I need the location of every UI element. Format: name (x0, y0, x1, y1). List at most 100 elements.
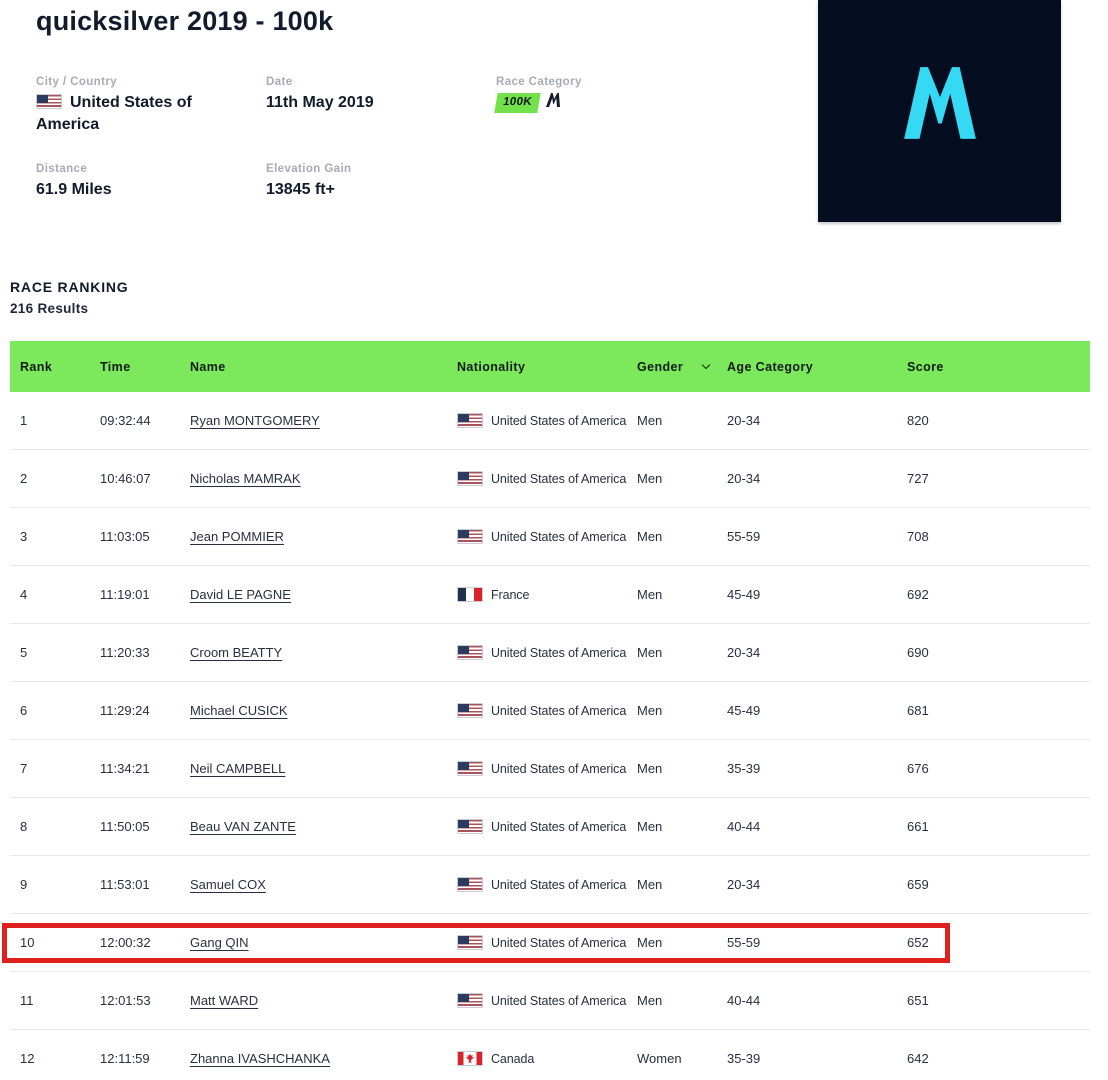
gender-cell: Men (637, 645, 663, 660)
table-header: Rank Time Name Nationality Gender Age Ca… (10, 341, 1090, 392)
rank-cell: 9 (20, 877, 28, 892)
usa-flag-icon (457, 703, 483, 718)
table-row: 4 11:19:01 David LE PAGNE France Men 45-… (10, 566, 1090, 624)
runner-name-link[interactable]: Matt WARD (190, 993, 259, 1008)
runner-name-link[interactable]: Jean POMMIER (190, 529, 284, 544)
results-count: 216 Results (10, 301, 89, 316)
usa-flag-icon (457, 819, 483, 834)
nationality-label: United States of America (491, 819, 627, 834)
info-race-category: Race Category 100K (494, 76, 711, 114)
gender-cell: Women (637, 1051, 682, 1066)
age-category-cell: 35-39 (727, 761, 761, 776)
column-header-score: Score (907, 359, 944, 374)
gender-cell: Men (637, 413, 663, 428)
rank-cell: 12 (20, 1051, 35, 1066)
usa-flag-icon (457, 761, 483, 776)
nationality-label: United States of America (491, 645, 627, 660)
nationality-cell: United States of America (457, 529, 637, 544)
gender-cell: Men (637, 703, 663, 718)
name-cell: Michael CUSICK (190, 703, 457, 718)
nationality-cell: United States of America (457, 877, 637, 892)
score-cell: 690 (907, 645, 929, 660)
time-cell: 09:32:44 (100, 413, 151, 428)
table-row: 2 10:46:07 Nicholas MAMRAK United States… (10, 450, 1090, 508)
name-cell: Matt WARD (190, 993, 457, 1008)
elevation-gain-label: Elevation Gain (266, 163, 352, 175)
m-mountain-icon (903, 67, 976, 139)
name-cell: Croom BEATTY (190, 645, 457, 660)
gender-cell: Men (637, 877, 663, 892)
gender-cell: Men (637, 935, 663, 950)
age-category-cell: 35-39 (727, 1051, 761, 1066)
brand-logo (818, 0, 1061, 222)
runner-name-link[interactable]: Michael CUSICK (190, 703, 288, 718)
race-category-label: Race Category (496, 76, 582, 88)
chevron-down-icon[interactable] (701, 360, 711, 369)
column-header-gender-filter[interactable]: Gender (637, 360, 727, 374)
score-cell: 659 (907, 877, 929, 892)
name-cell: Samuel COX (190, 877, 457, 892)
race-ranking-heading: RACE RANKING (10, 279, 129, 295)
usa-flag-icon (457, 471, 483, 486)
name-cell: Gang QIN (190, 935, 457, 950)
runner-name-link[interactable]: David LE PAGNE (190, 587, 291, 602)
runner-name-link[interactable]: Gang QIN (190, 935, 249, 950)
gender-filter-label: Gender (637, 359, 684, 374)
gender-cell: Men (637, 993, 663, 1008)
runner-name-link[interactable]: Ryan MONTGOMERY (190, 413, 320, 428)
nationality-label: United States of America (491, 993, 627, 1008)
runner-name-link[interactable]: Samuel COX (190, 877, 266, 892)
nationality-label: Canada (491, 1051, 535, 1066)
name-cell: Neil CAMPBELL (190, 761, 457, 776)
time-cell: 12:00:32 (100, 935, 151, 950)
name-cell: Jean POMMIER (190, 529, 457, 544)
name-cell: Beau VAN ZANTE (190, 819, 457, 834)
runner-name-link[interactable]: Zhanna IVASHCHANKA (190, 1051, 330, 1066)
table-row: 11 12:01:53 Matt WARD United States of A… (10, 972, 1090, 1030)
score-cell: 642 (907, 1051, 929, 1066)
table-row: 6 11:29:24 Michael CUSICK United States … (10, 682, 1090, 740)
age-category-cell: 20-34 (727, 877, 761, 892)
nationality-label: France (491, 587, 530, 602)
table-row: 9 11:53:01 Samuel COX United States of A… (10, 856, 1090, 914)
canada-flag-icon (457, 1051, 483, 1066)
table-row: 1 09:32:44 Ryan MONTGOMERY United States… (10, 392, 1090, 450)
score-cell: 708 (907, 529, 929, 544)
table-row: 8 11:50:05 Beau VAN ZANTE United States … (10, 798, 1090, 856)
age-category-cell: 20-34 (727, 471, 761, 486)
column-header-name: Name (190, 359, 226, 374)
city-country-value: United States of America (36, 92, 251, 135)
time-cell: 11:29:24 (100, 703, 150, 718)
nationality-label: United States of America (491, 703, 627, 718)
info-distance: Distance 61.9 Miles (36, 163, 251, 201)
nationality-label: United States of America (491, 529, 627, 544)
score-cell: 727 (907, 471, 929, 486)
gender-cell: Men (637, 819, 663, 834)
city-country-text: United States of America (36, 94, 192, 133)
usa-flag-icon (457, 645, 483, 660)
rank-cell: 3 (20, 529, 28, 544)
table-body: 1 09:32:44 Ryan MONTGOMERY United States… (10, 392, 1090, 1080)
age-category-cell: 40-44 (727, 819, 761, 834)
column-header-rank: Rank (20, 359, 53, 374)
time-cell: 11:03:05 (100, 529, 150, 544)
m-mountain-icon (545, 93, 562, 107)
nationality-cell: United States of America (457, 413, 637, 428)
gender-cell: Men (637, 529, 663, 544)
runner-name-link[interactable]: Nicholas MAMRAK (190, 471, 301, 486)
runner-name-link[interactable]: Neil CAMPBELL (190, 761, 286, 776)
runner-name-link[interactable]: Beau VAN ZANTE (190, 819, 296, 834)
nationality-cell: United States of America (457, 761, 637, 776)
nationality-cell: Canada (457, 1051, 637, 1066)
nationality-cell: United States of America (457, 819, 637, 834)
age-category-cell: 55-59 (727, 529, 761, 544)
age-category-cell: 45-49 (727, 587, 761, 602)
score-cell: 676 (907, 761, 929, 776)
table-row: 10 12:00:32 Gang QIN United States of Am… (10, 914, 1090, 972)
race-category-badge: 100K (494, 93, 541, 113)
score-cell: 681 (907, 703, 929, 718)
column-header-age-category: Age Category (727, 359, 814, 374)
nationality-cell: United States of America (457, 993, 637, 1008)
runner-name-link[interactable]: Croom BEATTY (190, 645, 283, 660)
rank-cell: 8 (20, 819, 28, 834)
